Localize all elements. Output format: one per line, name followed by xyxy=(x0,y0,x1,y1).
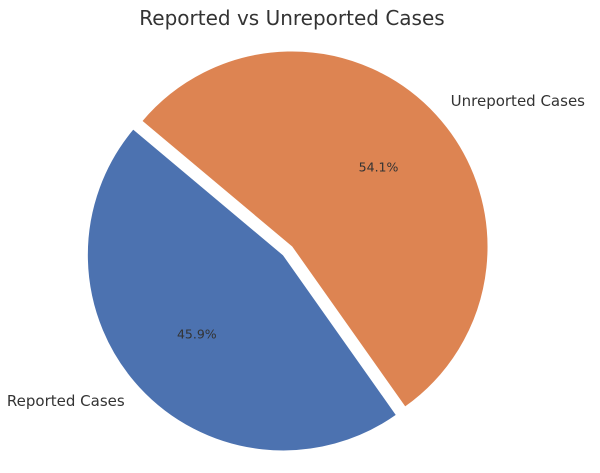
pie-labels: Reported Cases 45.9% Unreported Cases 54.1% xyxy=(7,92,585,410)
pie-slice-reported-cases xyxy=(86,128,398,452)
pie-slices xyxy=(86,50,489,452)
slice-percent-unreported-cases: 54.1% xyxy=(359,159,399,174)
slice-percent-reported-cases: 45.9% xyxy=(177,327,217,342)
chart-title: Reported vs Unreported Cases xyxy=(139,6,444,30)
slice-label-unreported-cases: Unreported Cases xyxy=(451,92,586,110)
slice-label-reported-cases: Reported Cases xyxy=(7,392,125,410)
pie-slice-unreported-cases xyxy=(141,50,489,408)
